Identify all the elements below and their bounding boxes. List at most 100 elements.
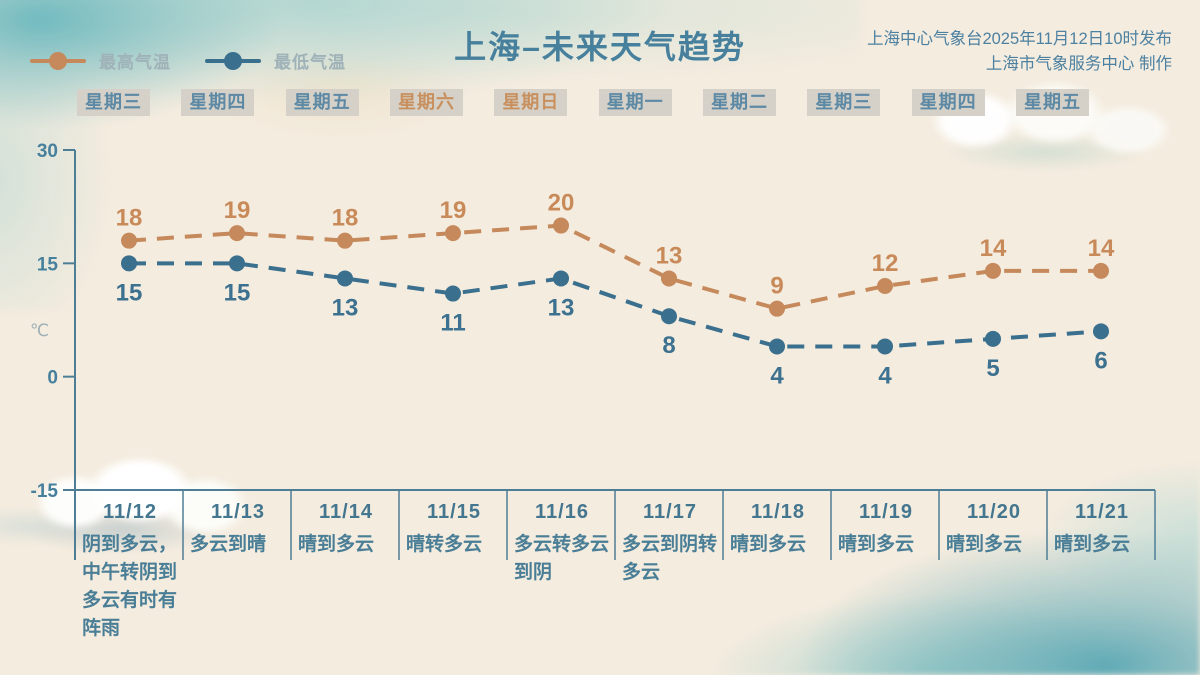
legend-label: 最低气温 <box>274 53 346 72</box>
date-label: 11/12 <box>103 501 157 523</box>
legend-item-low-temp: 最低气温 <box>205 48 346 73</box>
forecast-column-6: 11/17 多云到阴转多云 <box>615 498 723 643</box>
low-temp-point <box>229 255 245 272</box>
weekday-header-row: 星期三 星期四 星期五 星期六 星期日 星期一 星期二 星期三 星期四 星期五 <box>0 89 1200 117</box>
high-temp-value-label: 18 <box>116 205 143 232</box>
high-temp-dot-icon <box>49 51 67 70</box>
weather-description: 多云到晴 <box>190 534 267 555</box>
weather-description: 阴到多云，中午转阴到多云有时有阵雨 <box>82 534 178 639</box>
y-axis-unit: ℃ <box>30 321 49 340</box>
legend-item-high-temp: 最高气温 <box>30 48 171 73</box>
weekday-tab-6: 星期一 <box>598 89 672 116</box>
legend-label: 最高气温 <box>99 53 171 72</box>
low-temp-point <box>769 338 785 355</box>
high-temp-point <box>445 225 461 242</box>
date-label: 11/20 <box>967 501 1021 523</box>
low-temp-value-label: 5 <box>986 355 999 382</box>
high-temp-point <box>553 217 569 234</box>
weekday-tab-9: 星期四 <box>911 89 985 116</box>
high-temp-line-icon <box>30 51 86 70</box>
high-temp-value-label: 19 <box>440 197 467 224</box>
y-tick-label: 30 <box>37 141 58 162</box>
forecast-column-4: 11/15 晴转多云 <box>399 498 507 643</box>
high-temp-point <box>877 278 893 294</box>
high-temp-value-label: 18 <box>332 205 359 232</box>
low-temp-point <box>985 330 1001 347</box>
high-temp-value-label: 20 <box>548 190 575 217</box>
low-temp-dot-icon <box>224 51 242 70</box>
low-temp-value-label: 15 <box>116 279 143 306</box>
low-temp-point <box>121 255 137 272</box>
low-temp-point <box>1093 323 1109 340</box>
date-forecast-row: 11/12 阴到多云，中午转阴到多云有时有阵雨 11/13 多云到晴 11/14 晴到多云… <box>75 498 1155 643</box>
high-temp-point <box>985 262 1001 279</box>
weather-description: 晴到多云 <box>1054 534 1131 555</box>
y-tick-label: -15 <box>31 481 59 502</box>
legend: 最高气温 最低气温 <box>30 48 346 73</box>
weekday-tab-10: 星期五 <box>1015 89 1089 116</box>
high-temp-value-label: 12 <box>872 250 899 277</box>
forecast-column-10: 11/21 晴到多云 <box>1047 498 1155 643</box>
low-temp-point <box>553 270 569 287</box>
low-temp-value-label: 4 <box>770 362 784 389</box>
high-temp-point <box>661 270 677 287</box>
date-label: 11/19 <box>859 501 913 523</box>
high-temp-value-label: 14 <box>980 235 1007 262</box>
low-temp-value-label: 6 <box>1094 347 1107 374</box>
low-temp-value-label: 8 <box>662 332 675 359</box>
date-label: 11/13 <box>211 501 265 523</box>
weather-description: 晴到多云 <box>298 534 375 555</box>
high-temp-value-label: 14 <box>1088 235 1115 262</box>
low-temp-value-label: 13 <box>332 294 359 321</box>
weekday-tab-1: 星期三 <box>77 89 150 116</box>
weekday-tab-5: 星期日 <box>494 89 568 116</box>
source-line-2: 上海市气象服务中心 制作 <box>985 55 1172 73</box>
source-line-1: 上海中心气象台2025年11月12日10时发布 <box>866 30 1172 48</box>
source-info: 上海中心气象台2025年11月12日10时发布 上海市气象服务中心 制作 <box>867 27 1172 77</box>
forecast-column-5: 11/16 多云转多云到阴 <box>507 498 615 643</box>
low-temp-line <box>129 261 1102 349</box>
forecast-column-8: 11/19 晴到多云 <box>831 498 939 643</box>
high-temp-point <box>769 300 785 317</box>
temperature-trend-chart: 30 15 0 -15 ℃ 18 19 18 19 20 13 9 12 14 14 15 15 13 11 13 8 4… <box>30 141 1156 560</box>
date-label: 11/14 <box>319 501 373 523</box>
forecast-column-9: 11/20 晴到多云 <box>939 498 1047 643</box>
page-title: 上海–未来天气趋势 <box>454 29 746 65</box>
date-label: 11/21 <box>1075 501 1129 523</box>
forecast-column-3: 11/14 晴到多云 <box>291 498 399 643</box>
date-label: 11/15 <box>427 501 481 523</box>
high-temp-value-label: 19 <box>224 197 251 224</box>
y-tick-label: 0 <box>47 368 58 389</box>
low-temp-point <box>877 338 893 355</box>
weekday-tab-4: 星期六 <box>389 89 463 116</box>
date-label: 11/17 <box>643 501 697 523</box>
low-temp-point <box>445 285 461 302</box>
weather-description: 多云到阴转多云 <box>622 534 718 583</box>
date-label: 11/18 <box>751 501 805 523</box>
high-temp-point <box>1093 262 1109 279</box>
weekday-tab-2: 星期四 <box>181 89 255 116</box>
low-temp-value-label: 15 <box>224 279 251 306</box>
weather-description: 多云转多云到阴 <box>514 534 610 583</box>
high-temp-value-label: 9 <box>770 273 783 300</box>
high-temp-value-label: 13 <box>656 242 683 269</box>
y-tick-label: 15 <box>37 254 59 275</box>
forecast-column-2: 11/13 多云到晴 <box>183 498 291 643</box>
low-temp-point <box>661 308 677 325</box>
high-temp-point <box>121 232 137 249</box>
high-temp-point <box>337 232 353 249</box>
low-temp-value-label: 13 <box>548 294 575 321</box>
date-label: 11/16 <box>535 501 589 523</box>
forecast-column-1: 11/12 阴到多云，中午转阴到多云有时有阵雨 <box>75 498 183 643</box>
low-temp-point <box>337 270 353 287</box>
weather-description: 晴到多云 <box>838 534 915 555</box>
weekday-tab-8: 星期三 <box>807 89 881 116</box>
weather-description: 晴到多云 <box>946 534 1023 555</box>
low-temp-value-label: 11 <box>440 310 465 337</box>
weather-description: 晴转多云 <box>406 534 483 555</box>
weekday-tab-3: 星期五 <box>285 89 359 116</box>
weather-description: 晴到多云 <box>730 534 807 555</box>
low-temp-value-label: 4 <box>878 362 892 389</box>
weekday-tab-7: 星期二 <box>702 89 776 116</box>
